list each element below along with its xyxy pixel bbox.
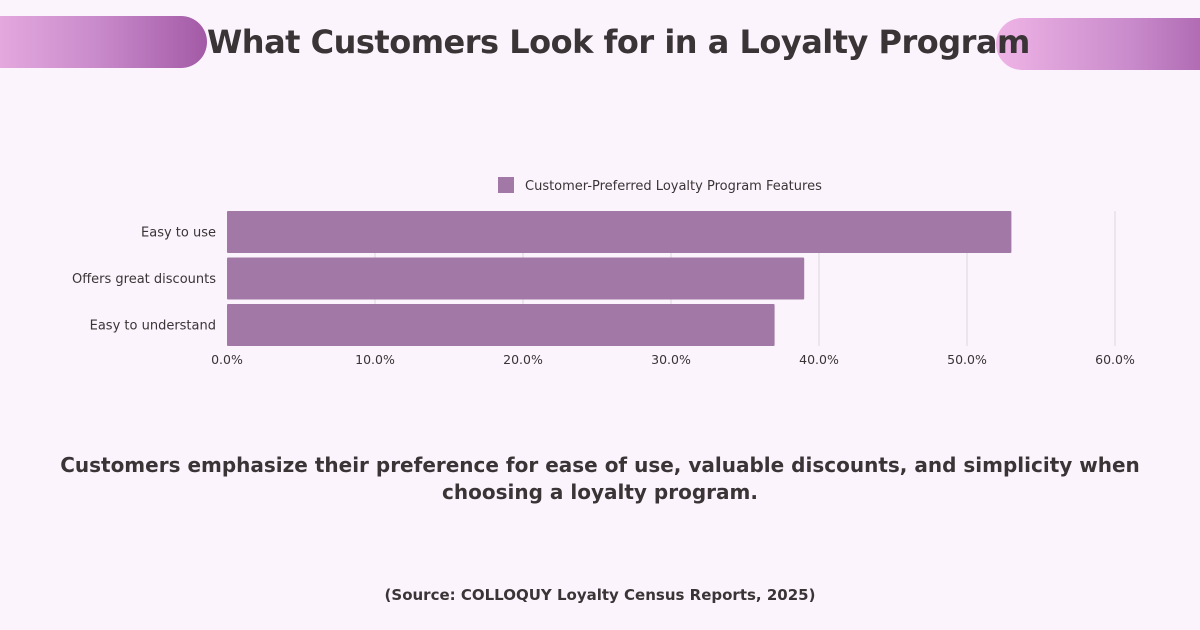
legend-label: Customer-Preferred Loyalty Program Featu… (525, 179, 822, 194)
legend-swatch (498, 177, 514, 193)
x-tick-label: 30.0% (651, 352, 691, 367)
source-citation: (Source: COLLOQUY Loyalty Census Reports… (384, 586, 816, 604)
x-tick-label: 20.0% (503, 352, 543, 367)
decorative-pill-right (996, 18, 1200, 70)
x-tick-label: 60.0% (1095, 352, 1135, 367)
page-title: What Customers Look for in a Loyalty Pro… (207, 23, 1030, 61)
bar (227, 211, 1012, 253)
x-tick-label: 40.0% (799, 352, 839, 367)
bar-chart: 0.0% 10.0% 20.0% 30.0% 40.0% 50.0% 60.0% Custom… (0, 150, 1200, 380)
summary-text: Customers emphasize their preference for… (60, 453, 1140, 504)
x-tick-label: 10.0% (355, 352, 395, 367)
x-tick-label: 50.0% (947, 352, 987, 367)
bar (227, 304, 775, 346)
chart-svg: 0.0% 10.0% 20.0% 30.0% 40.0% 50.0% 60.0% Custom… (72, 177, 1135, 367)
x-tick-label: 0.0% (211, 352, 243, 367)
category-label: Easy to use (141, 226, 216, 241)
category-label: Easy to understand (90, 319, 216, 334)
bar (227, 257, 805, 300)
decorative-pill-left (0, 16, 207, 68)
category-label: Offers great discounts (72, 272, 216, 287)
